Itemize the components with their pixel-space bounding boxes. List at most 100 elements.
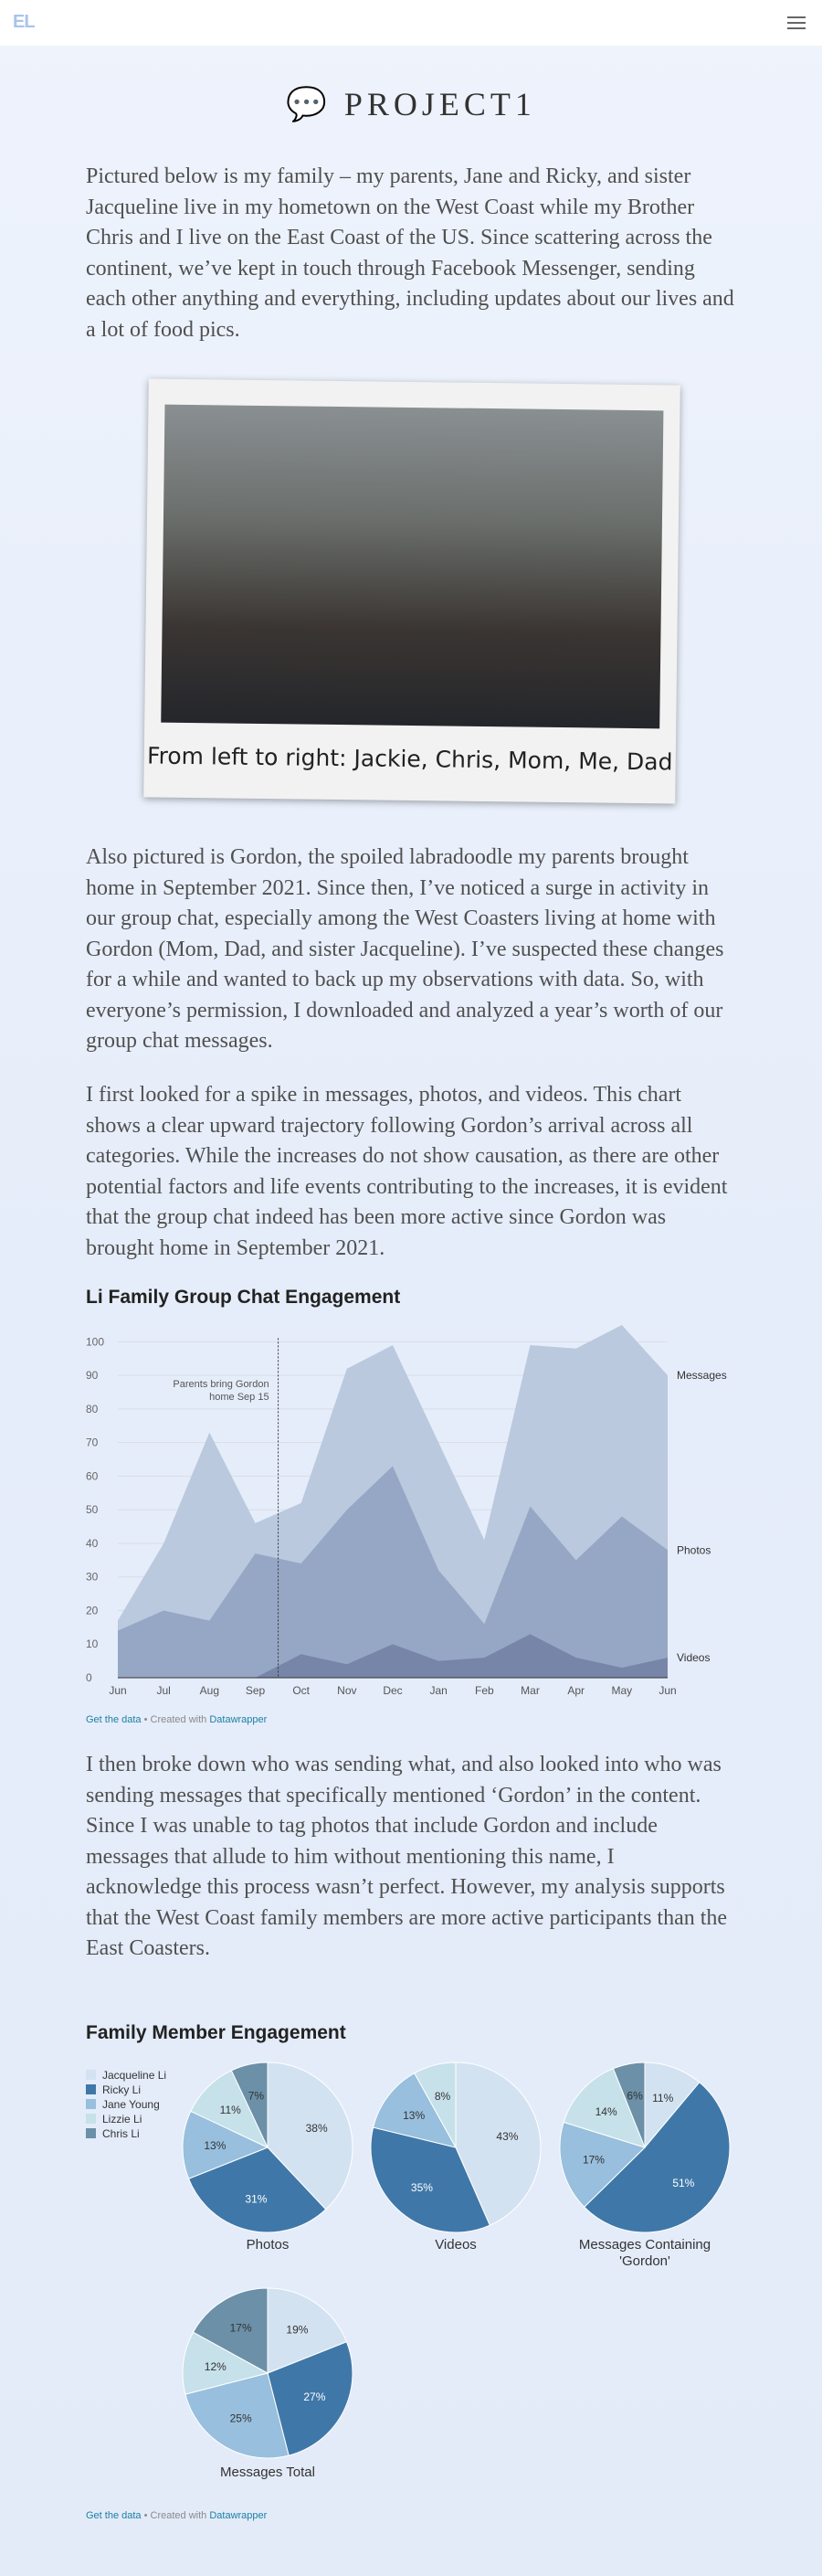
pie-slice [644, 2062, 701, 2149]
value-label: 13% [204, 2139, 226, 2152]
pie-slice [184, 2372, 290, 2459]
legend-label: Chris Li [102, 2127, 140, 2140]
x-tick-label: Jan [429, 1684, 447, 1697]
photo-caption: From left to right: Jackie, Chris, Mom, … [146, 742, 673, 776]
source-credit[interactable]: Datawrapper [209, 2510, 268, 2521]
pie-title: Messages Total [220, 2465, 315, 2480]
value-label: 13% [403, 2109, 425, 2122]
area [118, 1466, 668, 1678]
paragraph: I then broke down who was sending what, … [86, 1753, 728, 1960]
logo[interactable]: EL [13, 12, 36, 32]
series-label: Messages [677, 1369, 727, 1382]
series-label: Photos [677, 1543, 711, 1556]
pie-slice [182, 2110, 269, 2179]
source: Get the data • Created with Datawrapper [86, 2510, 267, 2521]
photo-frame: From left to right: Jackie, Chris, Mom, … [143, 378, 680, 804]
value-label: 17% [583, 2154, 605, 2167]
legend-swatch [86, 2084, 96, 2094]
paragraph: Also pictured is Gordon, the spoiled lab… [86, 845, 724, 1053]
pie-slice [192, 2287, 269, 2374]
x-tick-label: Jul [156, 1684, 170, 1697]
x-tick-label: May [611, 1684, 632, 1697]
value-label: 19% [286, 2323, 308, 2336]
legend-label: Jane Young [102, 2098, 160, 2111]
pie-charts: Family Member Engagement Jacqueline LiRic… [86, 2022, 731, 2459]
y-tick-label: 90 [86, 1369, 99, 1382]
pie-slice [187, 2147, 327, 2233]
paragraph: Pictured below is my family – my parents… [86, 164, 734, 342]
value-label: 11% [652, 2092, 673, 2104]
y-tick-label: 40 [86, 1537, 99, 1550]
value-label: 12% [205, 2360, 227, 2373]
value-label: 27% [303, 2390, 325, 2403]
pie-slice [584, 2082, 731, 2233]
area [118, 1634, 668, 1678]
x-tick-label: Apr [567, 1684, 585, 1697]
value-label: 25% [230, 2412, 252, 2425]
x-tick-label: Mar [521, 1684, 540, 1697]
pie-slice [455, 2062, 542, 2226]
annotation: Parents bring Gordon [173, 1379, 269, 1390]
y-tick-label: 70 [86, 1436, 99, 1449]
x-tick-label: Sep [246, 1684, 266, 1697]
x-tick-label: Nov [337, 1684, 356, 1697]
value-label: 7% [248, 2090, 265, 2103]
source-link[interactable]: Get the data [86, 2510, 142, 2521]
legend-label: Jacqueline Li [102, 2069, 166, 2082]
pie-slice [559, 2121, 646, 2208]
y-tick-label: 30 [86, 1571, 99, 1584]
y-tick-label: 0 [86, 1671, 92, 1684]
value-label: 17% [230, 2321, 252, 2334]
value-label: 51% [672, 2177, 694, 2189]
pie-slice [373, 2072, 457, 2148]
legend-swatch [86, 2128, 96, 2138]
pie-slice [182, 2331, 269, 2395]
value-label: 43% [496, 2130, 518, 2143]
photo [161, 404, 664, 729]
legend-label: Ricky Li [102, 2083, 141, 2096]
page-title: 💬 PROJECT1 [286, 86, 536, 122]
source-link[interactable]: Get the data [86, 1714, 142, 1725]
y-tick-label: 60 [86, 1469, 99, 1482]
y-tick-label: 80 [86, 1403, 99, 1415]
series-label: Videos [677, 1651, 710, 1664]
value-label: 38% [306, 2122, 328, 2135]
pie-title: Photos [246, 2237, 290, 2253]
area-chart: Li Family Group Chat Engagement 0 10 20 30 40… [86, 1287, 727, 1697]
x-tick-label: Oct [292, 1684, 310, 1697]
pie-slice [563, 2068, 646, 2148]
legend-swatch [86, 2114, 96, 2124]
y-tick-label: 20 [86, 1604, 99, 1617]
pie-slice [267, 2341, 353, 2456]
pie-slice [230, 2062, 269, 2148]
pie-title: Videos [435, 2237, 477, 2253]
annotation: home Sep 15 [209, 1392, 269, 1403]
value-label: 11% [220, 2104, 241, 2116]
value-label: 31% [245, 2192, 267, 2205]
source-credit[interactable]: Datawrapper [209, 1714, 268, 1725]
pie-slice [267, 2287, 348, 2374]
x-tick-label: Jun [659, 1684, 676, 1697]
value-label: 8% [435, 2090, 451, 2103]
y-tick-label: 10 [86, 1638, 99, 1650]
x-tick-label: Feb [475, 1684, 494, 1697]
chart-title: Family Member Engagement [86, 2022, 346, 2043]
pie-slice [370, 2126, 490, 2233]
pie-title: Messages Containing 'Gordon' [578, 2237, 711, 2269]
x-tick-label: Dec [383, 1684, 402, 1697]
chart-title: Li Family Group Chat Engagement [86, 1287, 400, 1308]
source: Get the data • Created with Datawrapper [86, 1714, 267, 1725]
value-label: 35% [411, 2181, 433, 2194]
source-text: • Created with [143, 1714, 207, 1725]
menu-icon[interactable] [787, 16, 806, 30]
x-tick-label: Jun [109, 1684, 126, 1697]
legend-swatch [86, 2099, 96, 2109]
pie-slice [414, 2062, 457, 2149]
legend-label: Lizzie Li [102, 2113, 142, 2125]
header: EL [0, 0, 822, 46]
pie-slice [612, 2062, 646, 2148]
y-tick-label: 50 [86, 1503, 99, 1516]
legend-swatch [86, 2070, 96, 2080]
pie-slice [267, 2062, 353, 2210]
